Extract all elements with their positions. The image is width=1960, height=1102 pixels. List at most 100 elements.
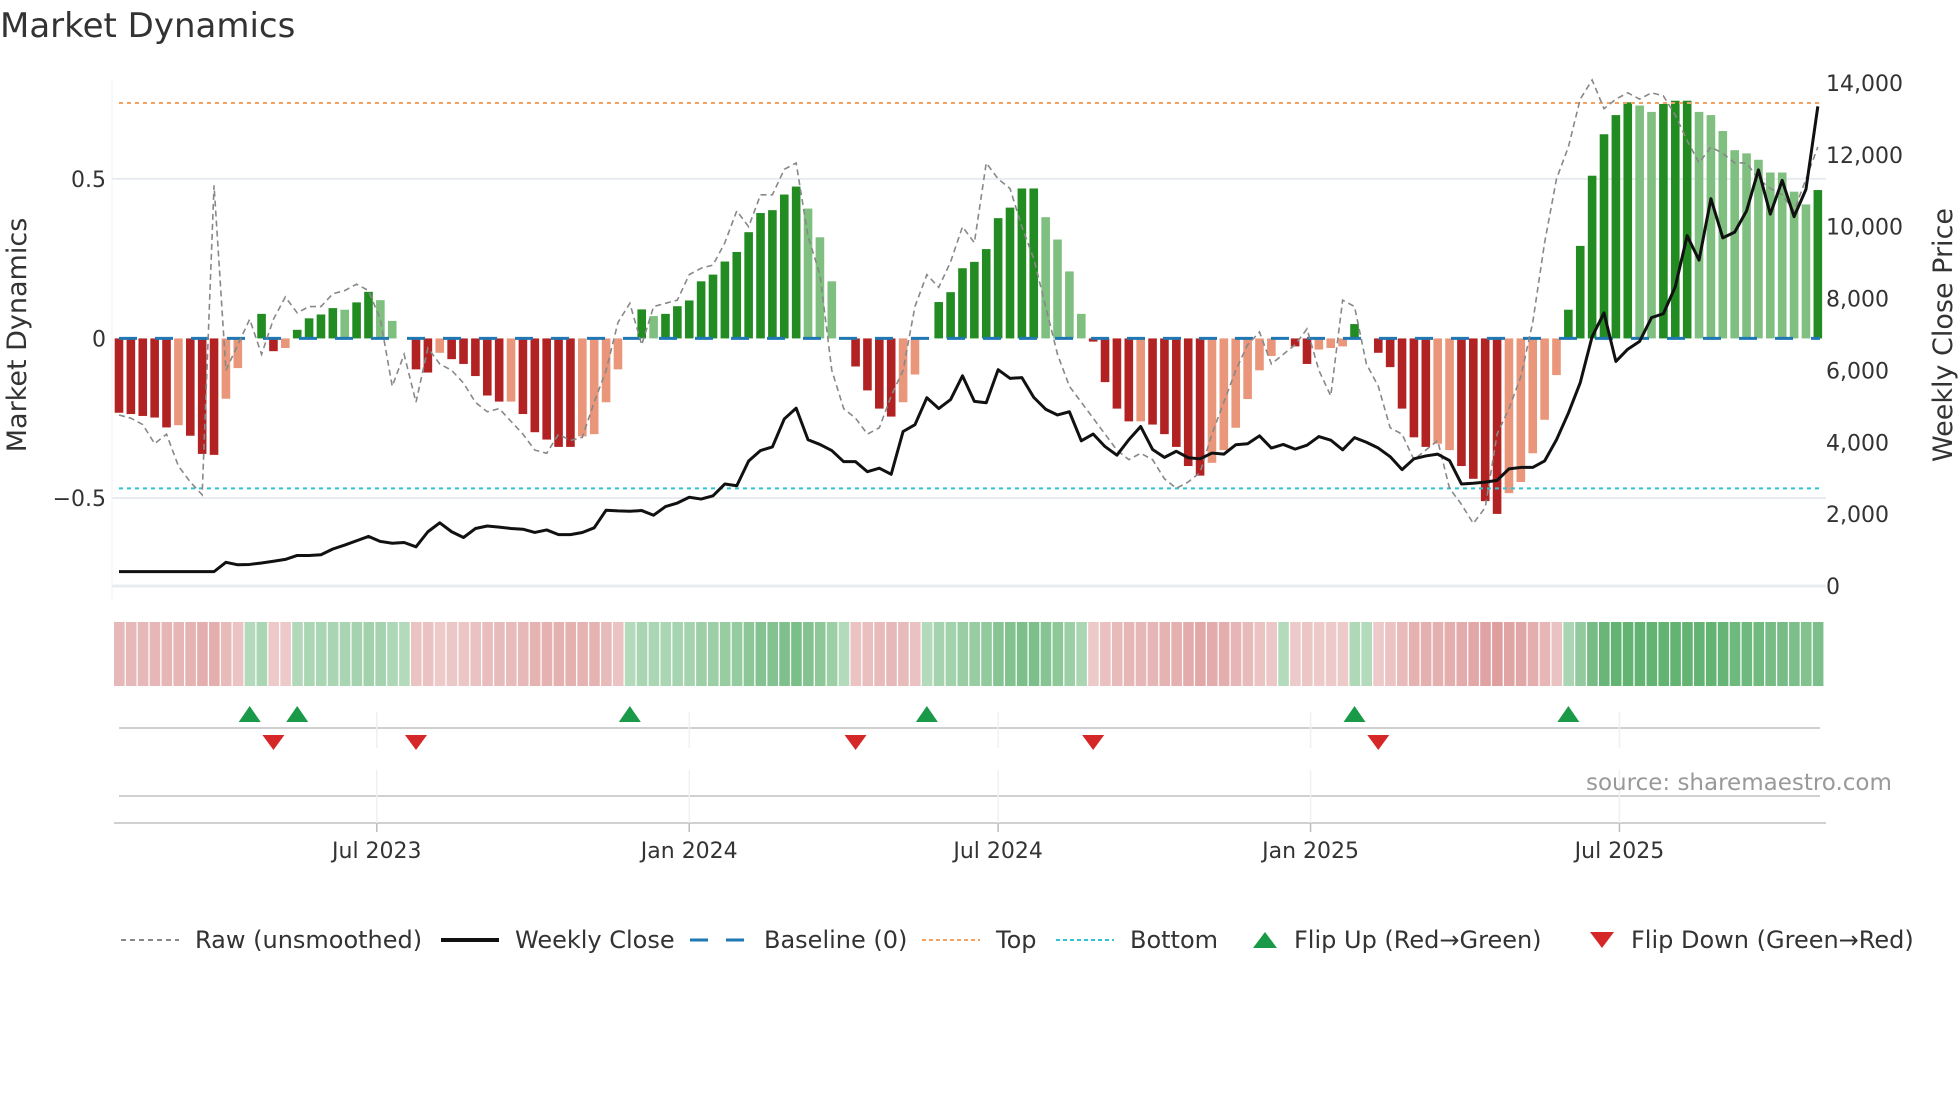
bar [423,338,433,373]
bar [340,309,350,339]
top-line-icon [922,939,980,941]
regime-stripe [648,622,660,686]
x-tick-label: Jul 2023 [330,839,422,864]
regime-stripe [755,622,767,686]
bar [1076,313,1086,339]
legend-item-top[interactable]: Top [922,924,1037,956]
legend-label: Raw (unsmoothed) [195,926,423,954]
regime-stripe [708,622,719,686]
regime-stripe [1076,622,1087,686]
regime-stripe [375,622,386,686]
bar [1682,100,1692,339]
regime-stripe [1599,622,1610,686]
bar [328,308,338,339]
bar [958,268,967,339]
regime-stripe [1694,622,1705,686]
y-axis-title: Market Dynamics [2,218,33,453]
regime-stripe [1717,622,1729,686]
reference-lines [119,101,1820,490]
regime-stripe [1397,622,1408,686]
bar [1338,338,1347,347]
bar [1623,102,1633,339]
bar [589,338,599,435]
regime-stripe [1349,622,1361,686]
bar [1326,338,1336,348]
bar [1005,207,1015,339]
legend-item-bottom[interactable]: Bottom [1056,924,1218,956]
y2-tick-label: 0 [1826,575,1840,600]
regime-stripe [482,622,493,686]
regime-stripe [743,622,755,686]
regime-stripe [363,622,375,686]
bar [292,329,302,339]
legend-item-raw[interactable]: Raw (unsmoothed) [121,924,422,956]
regime-stripe [1361,622,1372,686]
bar [1172,338,1181,447]
regime-stripe [1432,622,1444,686]
bar [708,274,718,339]
legend-item-flip-up[interactable]: Flip Up (Red→Green) [1252,924,1542,956]
bar [1742,153,1751,339]
bar [1219,338,1229,451]
flip-up-marker [238,706,261,722]
regime-stripe [803,622,814,686]
legend-item-baseline[interactable]: Baseline (0) [690,924,907,956]
regime-stripe [1765,622,1776,686]
legend-item-close[interactable]: Weekly Close [441,924,675,956]
bar [233,338,243,369]
bar [1421,338,1431,447]
bar [1528,338,1538,454]
flip-down-marker [405,735,427,750]
raw-line [118,78,1819,525]
regime-stripe [898,622,909,686]
regime-stripe [1539,622,1551,686]
regime-stripe [315,622,327,686]
legend-item-flip-down[interactable]: Flip Down (Green→Red) [1589,924,1914,956]
regime-stripe [624,622,636,686]
market-dynamics-chart: Market Dynamics Weekly Close Price Jul 2… [2,72,1959,864]
bar [126,338,136,415]
regime-stripe [981,622,992,686]
bar [779,194,789,339]
regime-stripe [921,622,933,686]
chart-title: Market Dynamics [0,6,296,46]
legend-label: Bottom [1130,926,1219,954]
bar [1789,191,1799,339]
regime-stripe [826,622,838,686]
legend-label: Flip Up (Red→Green) [1294,926,1542,954]
regime-stripe [1064,622,1075,686]
flip-down-marker [262,735,285,750]
regime-stripe [185,622,196,686]
flip-up-marker [1557,706,1580,722]
regime-stripe [1551,622,1563,686]
raw-line-icon [121,939,179,941]
bar [1136,338,1145,422]
regime-stripe [993,622,1004,686]
bar [1112,338,1122,409]
legend-label: Top [996,926,1037,954]
bar [649,316,658,339]
bar [376,300,385,339]
bar [851,338,860,367]
regime-stripe [422,622,434,686]
regime-stripe [660,622,672,686]
bar [304,318,314,339]
regime-stripe [565,622,577,686]
bar [1801,204,1811,339]
bar [1065,271,1074,339]
bar [1053,239,1062,339]
y2-tick-label: 12,000 [1826,144,1903,169]
bar [1647,111,1656,339]
bar [1148,338,1157,425]
bar [934,302,944,339]
regime-stripe [1468,622,1479,686]
bar [1813,190,1823,339]
bar [1635,105,1644,339]
bar [411,338,421,370]
regime-stripe [1195,622,1206,686]
regime-stripe [1183,622,1194,686]
regime-stripe [1682,622,1693,686]
regime-stripe [1420,622,1432,686]
weekly-close-line [119,106,1820,574]
bar [1302,338,1312,364]
